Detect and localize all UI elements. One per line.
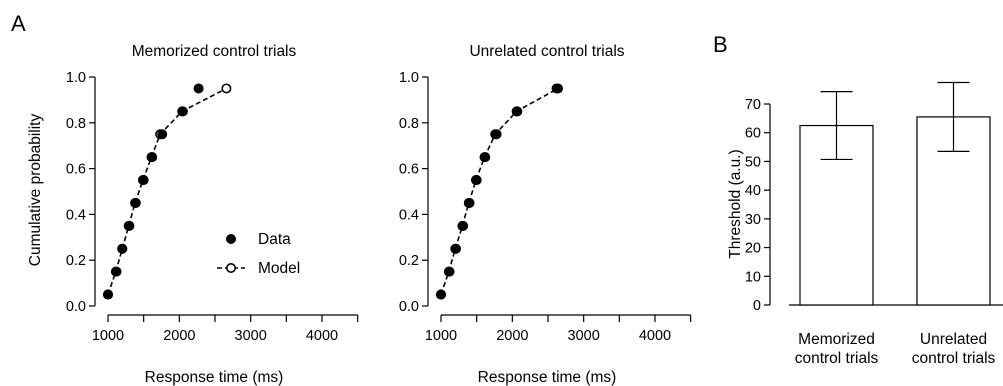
memorized-plot-title: Memorized control trials: [132, 43, 297, 60]
threshold-y-tick-label: 30: [745, 212, 761, 228]
memorized-plot-xlabel: Response time (ms): [145, 369, 284, 386]
threshold-y-tick-label: 50: [745, 154, 761, 170]
threshold-y-tick-label: 0: [753, 298, 761, 314]
unrelated-x-tick-label: 2000: [496, 328, 528, 344]
threshold-y-tick-label: 70: [745, 97, 761, 113]
memorized-model-point: [221, 83, 232, 94]
unrelated-data-point: [464, 197, 475, 208]
memorized-data-point: [124, 220, 135, 231]
unrelated-data-point: [436, 289, 446, 300]
memorized-data-point: [103, 289, 113, 300]
unrelated-data-point: [512, 106, 523, 117]
unrelated-y-tick-label: 0.4: [399, 207, 419, 223]
unrelated-y-tick-label: 1.0: [399, 70, 419, 86]
legend-model-label: Model: [258, 260, 300, 277]
legend-data-marker: [226, 234, 236, 244]
memorized-data-point: [111, 266, 122, 277]
legend-model-marker: [226, 262, 237, 273]
unrelated-y-tick-label: 0.2: [399, 253, 419, 269]
memorized-data-point: [130, 197, 141, 208]
memorized-y-tick-label: 1.0: [66, 70, 86, 86]
unrelated-plot-title: Unrelated control trials: [469, 43, 624, 60]
memorized-data-point: [147, 152, 158, 163]
unrelated-y-tick-label: 0.6: [399, 162, 419, 178]
threshold-y-tick-label: 10: [745, 269, 761, 285]
memorized-model-line: [107, 87, 227, 295]
memorized-plot-legend: Data Model: [217, 231, 300, 277]
unrelated-cdf-plot: Unrelated control trials Response time (…: [399, 43, 692, 386]
threshold-y-tick-label: 20: [745, 241, 761, 257]
unrelated-data-point: [471, 175, 482, 186]
threshold-y-tick-label: 60: [745, 126, 761, 142]
panel-label-b: B: [713, 32, 728, 57]
unrelated-plot-xlabel: Response time (ms): [478, 369, 617, 386]
memorized-y-tick-label: 0.2: [66, 253, 86, 269]
memorized-data-point: [157, 129, 168, 140]
memorized-y-tick-label: 0.4: [66, 207, 86, 223]
threshold-category-label: control trials: [912, 350, 996, 367]
panel-label-a: A: [11, 11, 26, 36]
threshold-y-tick-label: 40: [745, 183, 761, 199]
unrelated-x-tick-label: 1000: [425, 328, 457, 344]
unrelated-data-point: [450, 243, 461, 254]
memorized-cdf-plot: Memorized control trials Response time (…: [27, 43, 359, 386]
unrelated-data-point: [458, 220, 469, 231]
memorized-x-tick-label: 4000: [306, 328, 338, 344]
unrelated-data-point: [551, 83, 562, 94]
threshold-category-label: Memorized: [798, 331, 875, 348]
threshold-category-label: control trials: [795, 350, 879, 367]
unrelated-y-tick-label: 0.8: [399, 116, 419, 132]
memorized-x-tick-label: 3000: [235, 328, 267, 344]
memorized-y-tick-label: 0.6: [66, 162, 86, 178]
memorized-data-point: [177, 106, 188, 117]
legend-data-label: Data: [258, 231, 291, 248]
memorized-data-point: [117, 243, 128, 254]
memorized-x-tick-label: 1000: [92, 328, 124, 344]
threshold-ylabel: Threshold (a.u.): [727, 149, 744, 258]
unrelated-data-point: [480, 152, 491, 163]
memorized-y-tick-label: 0.8: [66, 116, 86, 132]
memorized-data-point: [193, 83, 204, 94]
memorized-data-point: [138, 175, 149, 186]
unrelated-data-point: [444, 266, 455, 277]
unrelated-x-tick-label: 3000: [568, 328, 600, 344]
unrelated-model-line: [440, 87, 559, 295]
unrelated-y-tick-label: 0.0: [399, 299, 419, 315]
memorized-x-tick-label: 2000: [163, 328, 195, 344]
memorized-plot-ylabel: Cumulative probability: [27, 114, 44, 267]
memorized-y-tick-label: 0.0: [66, 299, 86, 315]
unrelated-data-point: [491, 129, 502, 140]
unrelated-x-tick-label: 4000: [639, 328, 671, 344]
threshold-category-label: Unrelated: [920, 331, 987, 348]
threshold-bar-chart: Threshold (a.u.) 0 10 20 30 40 50 60 70 Memorize…: [727, 81, 1003, 367]
